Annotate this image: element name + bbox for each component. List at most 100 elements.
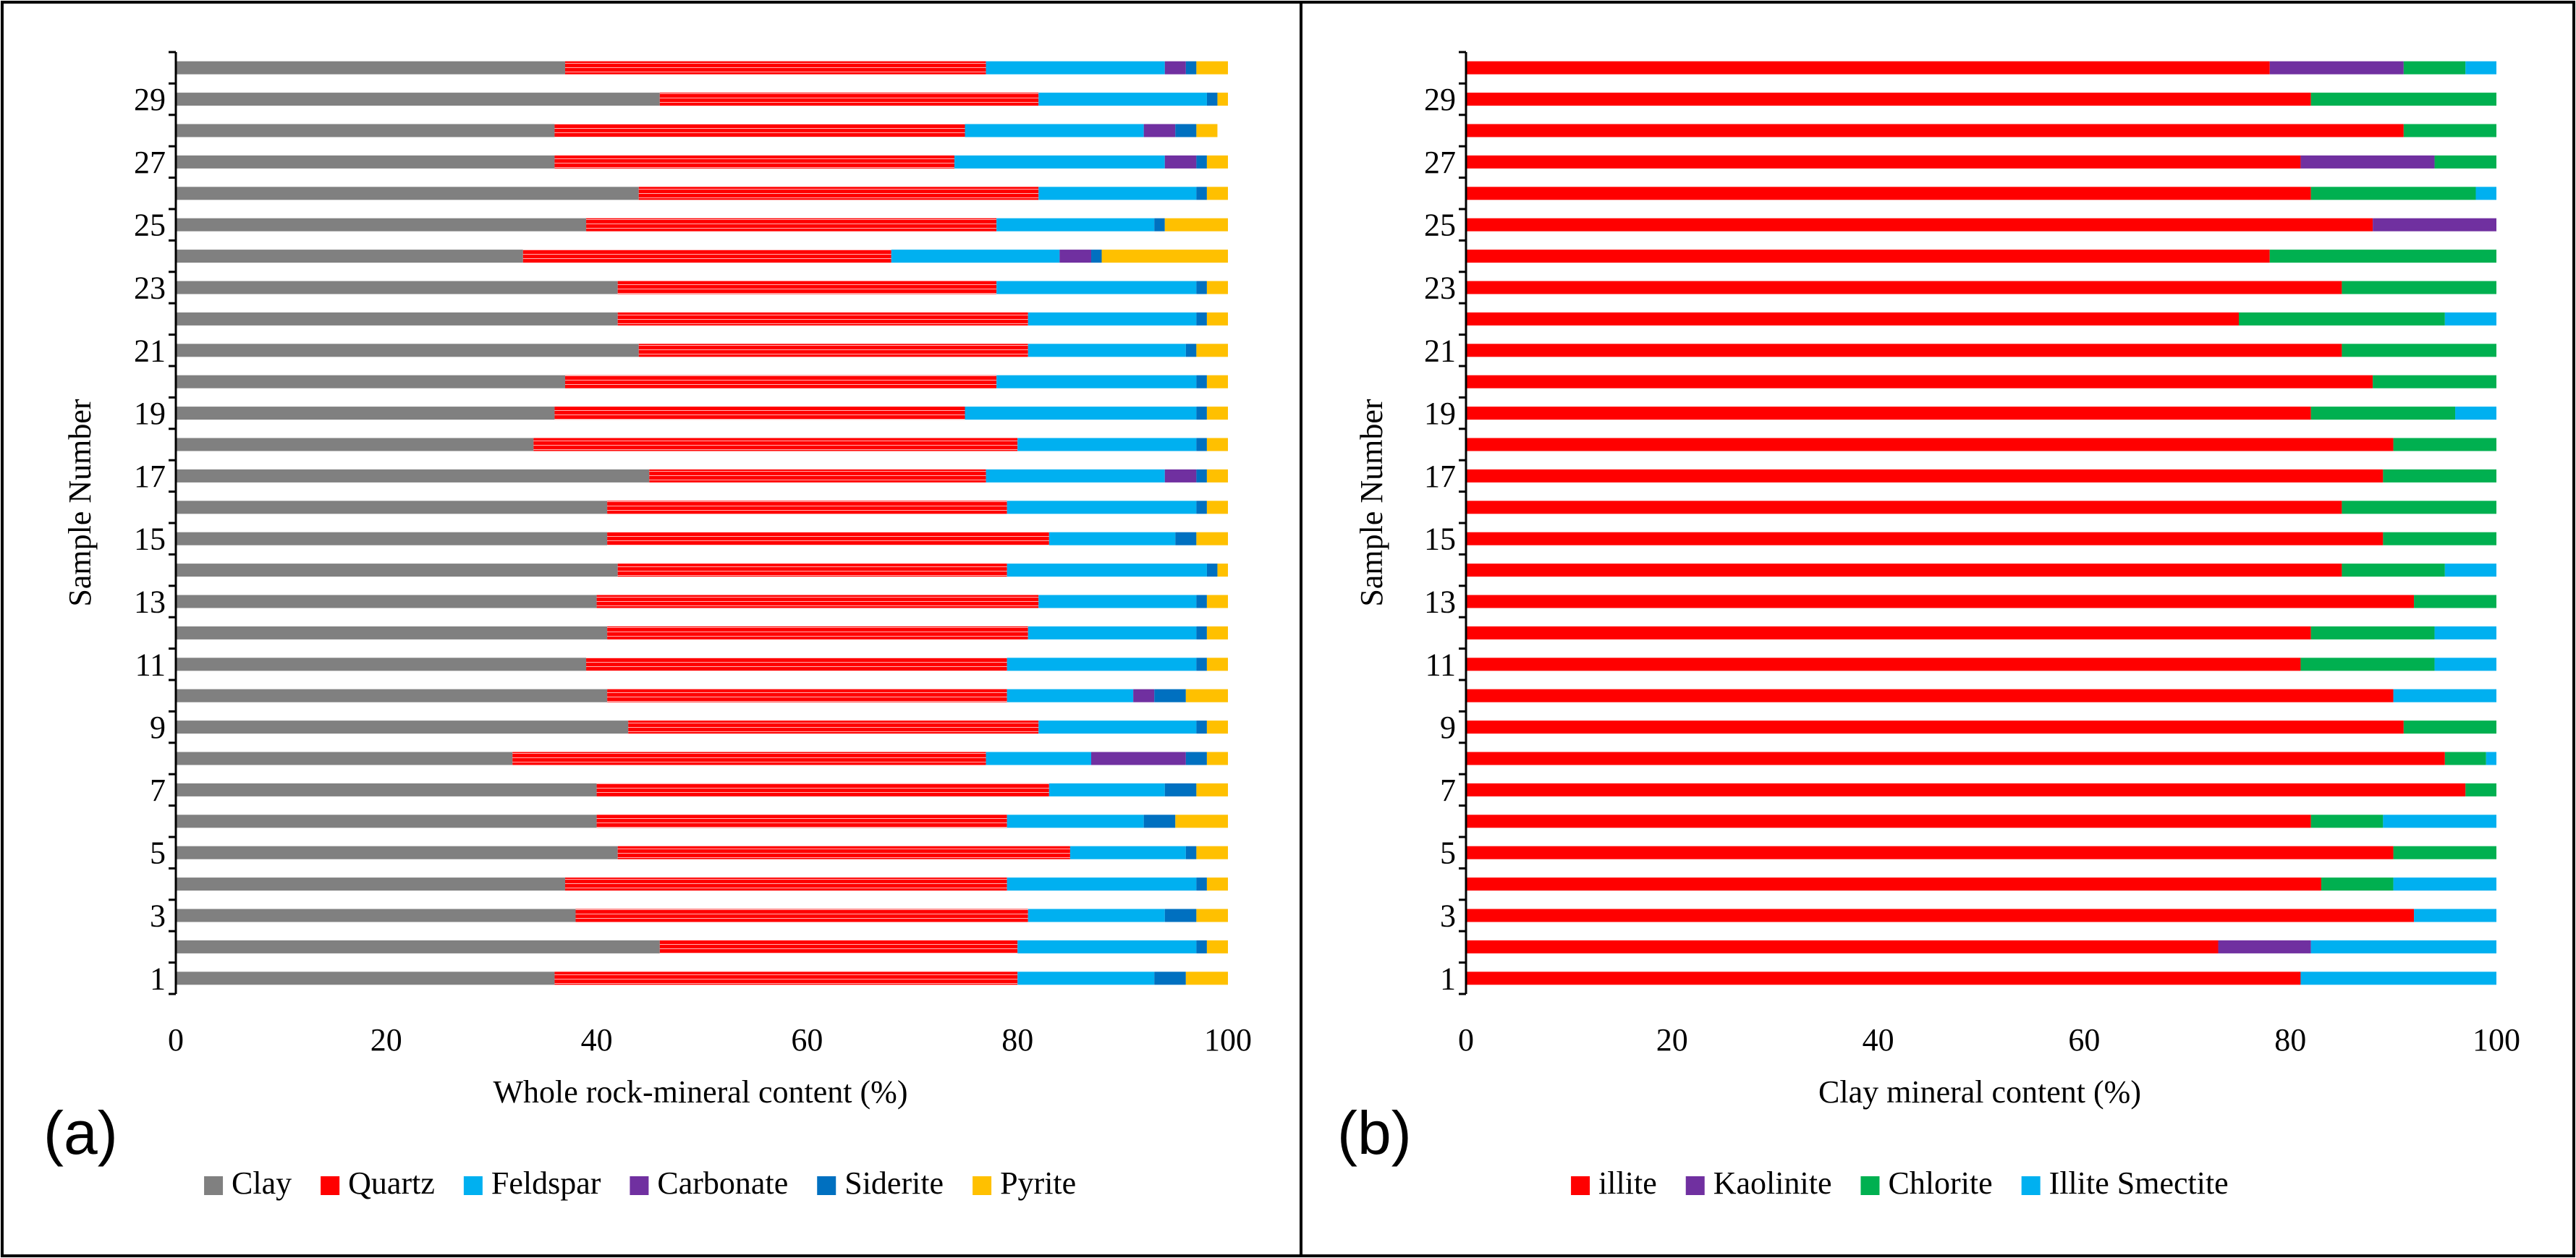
y-tick-label-5: 5 <box>1440 836 1456 871</box>
bar-a-siderite-sample-20 <box>1196 375 1207 388</box>
bar-a-clay-sample-27 <box>176 155 555 169</box>
bar-a-feldspar-sample-22 <box>1028 312 1197 326</box>
bar-a-clay-sample-12 <box>176 626 608 639</box>
bar-a-quartz-sample-13 <box>596 595 1039 608</box>
y-tick-label-3: 3 <box>1440 898 1456 934</box>
bar-a-feldspar-sample-23 <box>996 281 1197 294</box>
bar-a-pyrite-sample-24 <box>1101 250 1228 263</box>
bar-a-feldspar-sample-24 <box>891 250 1060 263</box>
bar-a-quartz-sample-8 <box>512 752 986 765</box>
bar-a-pyrite-sample-30 <box>1196 61 1228 75</box>
bar-b-illite-sample-9 <box>1466 721 2404 734</box>
legend-label-chlorite: Chlorite <box>1888 1165 1992 1201</box>
bar-a-feldspar-sample-8 <box>986 752 1091 765</box>
bar-b-illite-sample-10 <box>1466 689 2394 702</box>
bar-b-illite-sample-30 <box>1466 61 2270 75</box>
panel-b-xlabel: Clay mineral content (%) <box>1818 1074 2141 1110</box>
y-tick-label-17: 17 <box>134 459 166 494</box>
bar-a-siderite-sample-22 <box>1196 312 1207 326</box>
bar-b-illite-smectite-sample-19 <box>2455 407 2496 420</box>
bar-b-chlorite-sample-24 <box>2269 250 2496 263</box>
bar-a-pyrite-sample-12 <box>1206 626 1228 639</box>
legend-swatch-siderite <box>817 1176 836 1195</box>
bar-b-illite-sample-1 <box>1466 972 2301 985</box>
legend-label-kaolinite: Kaolinite <box>1713 1165 1832 1201</box>
legend-swatch-illite-smectite <box>2021 1176 2041 1195</box>
y-tick-label-25: 25 <box>134 208 166 243</box>
bar-a-clay-sample-6 <box>176 815 597 828</box>
bar-b-kaolinite-sample-27 <box>2300 155 2435 169</box>
bar-a-clay-sample-23 <box>176 281 618 294</box>
bar-b-illite-sample-21 <box>1466 344 2342 357</box>
bar-b-chlorite-sample-20 <box>2373 375 2496 388</box>
x-tick-label-80: 80 <box>1001 1022 1033 1058</box>
bar-b-illite-smectite-sample-12 <box>2434 626 2496 639</box>
y-tick-label-3: 3 <box>150 898 166 934</box>
bar-b-illite-sample-19 <box>1466 407 2311 420</box>
bar-a-siderite-sample-17 <box>1196 469 1207 483</box>
bar-a-clay-sample-14 <box>176 564 618 577</box>
bar-a-quartz-sample-12 <box>607 626 1028 639</box>
bar-b-chlorite-sample-15 <box>2383 532 2496 545</box>
bar-a-siderite-sample-16 <box>1196 501 1207 514</box>
bar-b-chlorite-sample-7 <box>2465 783 2496 796</box>
legend-item-siderite: Siderite <box>817 1165 944 1201</box>
bar-b-chlorite-sample-8 <box>2444 752 2486 765</box>
bar-b-illite-smectite-sample-2 <box>2310 940 2496 953</box>
bar-a-quartz-sample-6 <box>596 815 1007 828</box>
bar-a-quartz-sample-16 <box>607 501 1007 514</box>
bar-a-quartz-sample-10 <box>607 689 1007 702</box>
bar-b-illite-sample-25 <box>1466 218 2373 231</box>
bar-a-pyrite-sample-15 <box>1196 532 1228 545</box>
bar-b-chlorite-sample-17 <box>2383 469 2496 483</box>
bar-a-clay-sample-7 <box>176 783 597 796</box>
y-tick-label-19: 19 <box>1424 396 1456 431</box>
bar-a-clay-sample-16 <box>176 501 608 514</box>
bar-a-clay-sample-24 <box>176 250 523 263</box>
panel-b-x-tick-labels: 0 20 40 60 80 100 <box>1458 1022 2520 1058</box>
bar-a-siderite-sample-8 <box>1185 752 1207 765</box>
bar-a-pyrite-sample-2 <box>1206 940 1228 953</box>
y-tick-label-13: 13 <box>1424 585 1456 620</box>
y-tick-label-1: 1 <box>1440 961 1456 996</box>
bar-a-feldspar-sample-19 <box>965 407 1197 420</box>
bar-b-chlorite-sample-28 <box>2403 124 2496 137</box>
bar-b-illite-sample-4 <box>1466 877 2321 891</box>
legend-item-feldspar: Feldspar <box>463 1165 601 1201</box>
bar-a-clay-sample-5 <box>176 846 618 859</box>
bar-a-carbonate-sample-30 <box>1164 61 1186 75</box>
legend-item-clay: Clay <box>204 1165 292 1201</box>
bar-a-pyrite-sample-20 <box>1206 375 1228 388</box>
panel-b: Sample Number 1357911131517192123252729 … <box>1337 51 2520 1201</box>
legend-item-carbonate: Carbonate <box>630 1165 788 1201</box>
bar-b-illite-smectite-sample-3 <box>2414 909 2496 922</box>
panel-a: Sample Number 1357911131517192123252729 … <box>43 51 1252 1201</box>
bar-a-clay-sample-9 <box>176 721 629 734</box>
bar-b-chlorite-sample-26 <box>2310 187 2476 200</box>
bar-a-quartz-sample-29 <box>659 93 1039 106</box>
bar-b-chlorite-sample-18 <box>2393 438 2496 451</box>
bar-a-quartz-sample-20 <box>564 375 997 388</box>
bar-a-pyrite-sample-6 <box>1175 815 1228 828</box>
x-tick-label-100: 100 <box>2473 1022 2520 1058</box>
bar-a-siderite-sample-27 <box>1196 155 1207 169</box>
y-tick-label-15: 15 <box>134 522 166 557</box>
bar-a-quartz-sample-7 <box>596 783 1049 796</box>
bar-a-clay-sample-28 <box>176 124 555 137</box>
legend-label-illite: illite <box>1598 1165 1657 1201</box>
bar-a-siderite-sample-10 <box>1154 689 1186 702</box>
bar-b-chlorite-sample-4 <box>2321 877 2394 891</box>
y-tick-label-11: 11 <box>1425 647 1456 682</box>
bar-a-siderite-sample-6 <box>1143 815 1176 828</box>
bar-a-siderite-sample-9 <box>1196 721 1207 734</box>
bar-b-chlorite-sample-30 <box>2403 61 2466 75</box>
bar-a-feldspar-sample-2 <box>1017 940 1197 953</box>
bar-b-illite-sample-8 <box>1466 752 2445 765</box>
bar-a-pyrite-sample-29 <box>1217 93 1228 106</box>
bar-a-pyrite-sample-19 <box>1206 407 1228 420</box>
bar-a-feldspar-sample-1 <box>1017 972 1155 985</box>
bar-a-quartz-sample-9 <box>628 721 1039 734</box>
bar-a-siderite-sample-2 <box>1196 940 1207 953</box>
bar-a-carbonate-sample-8 <box>1090 752 1186 765</box>
legend-label-clay: Clay <box>232 1165 292 1201</box>
